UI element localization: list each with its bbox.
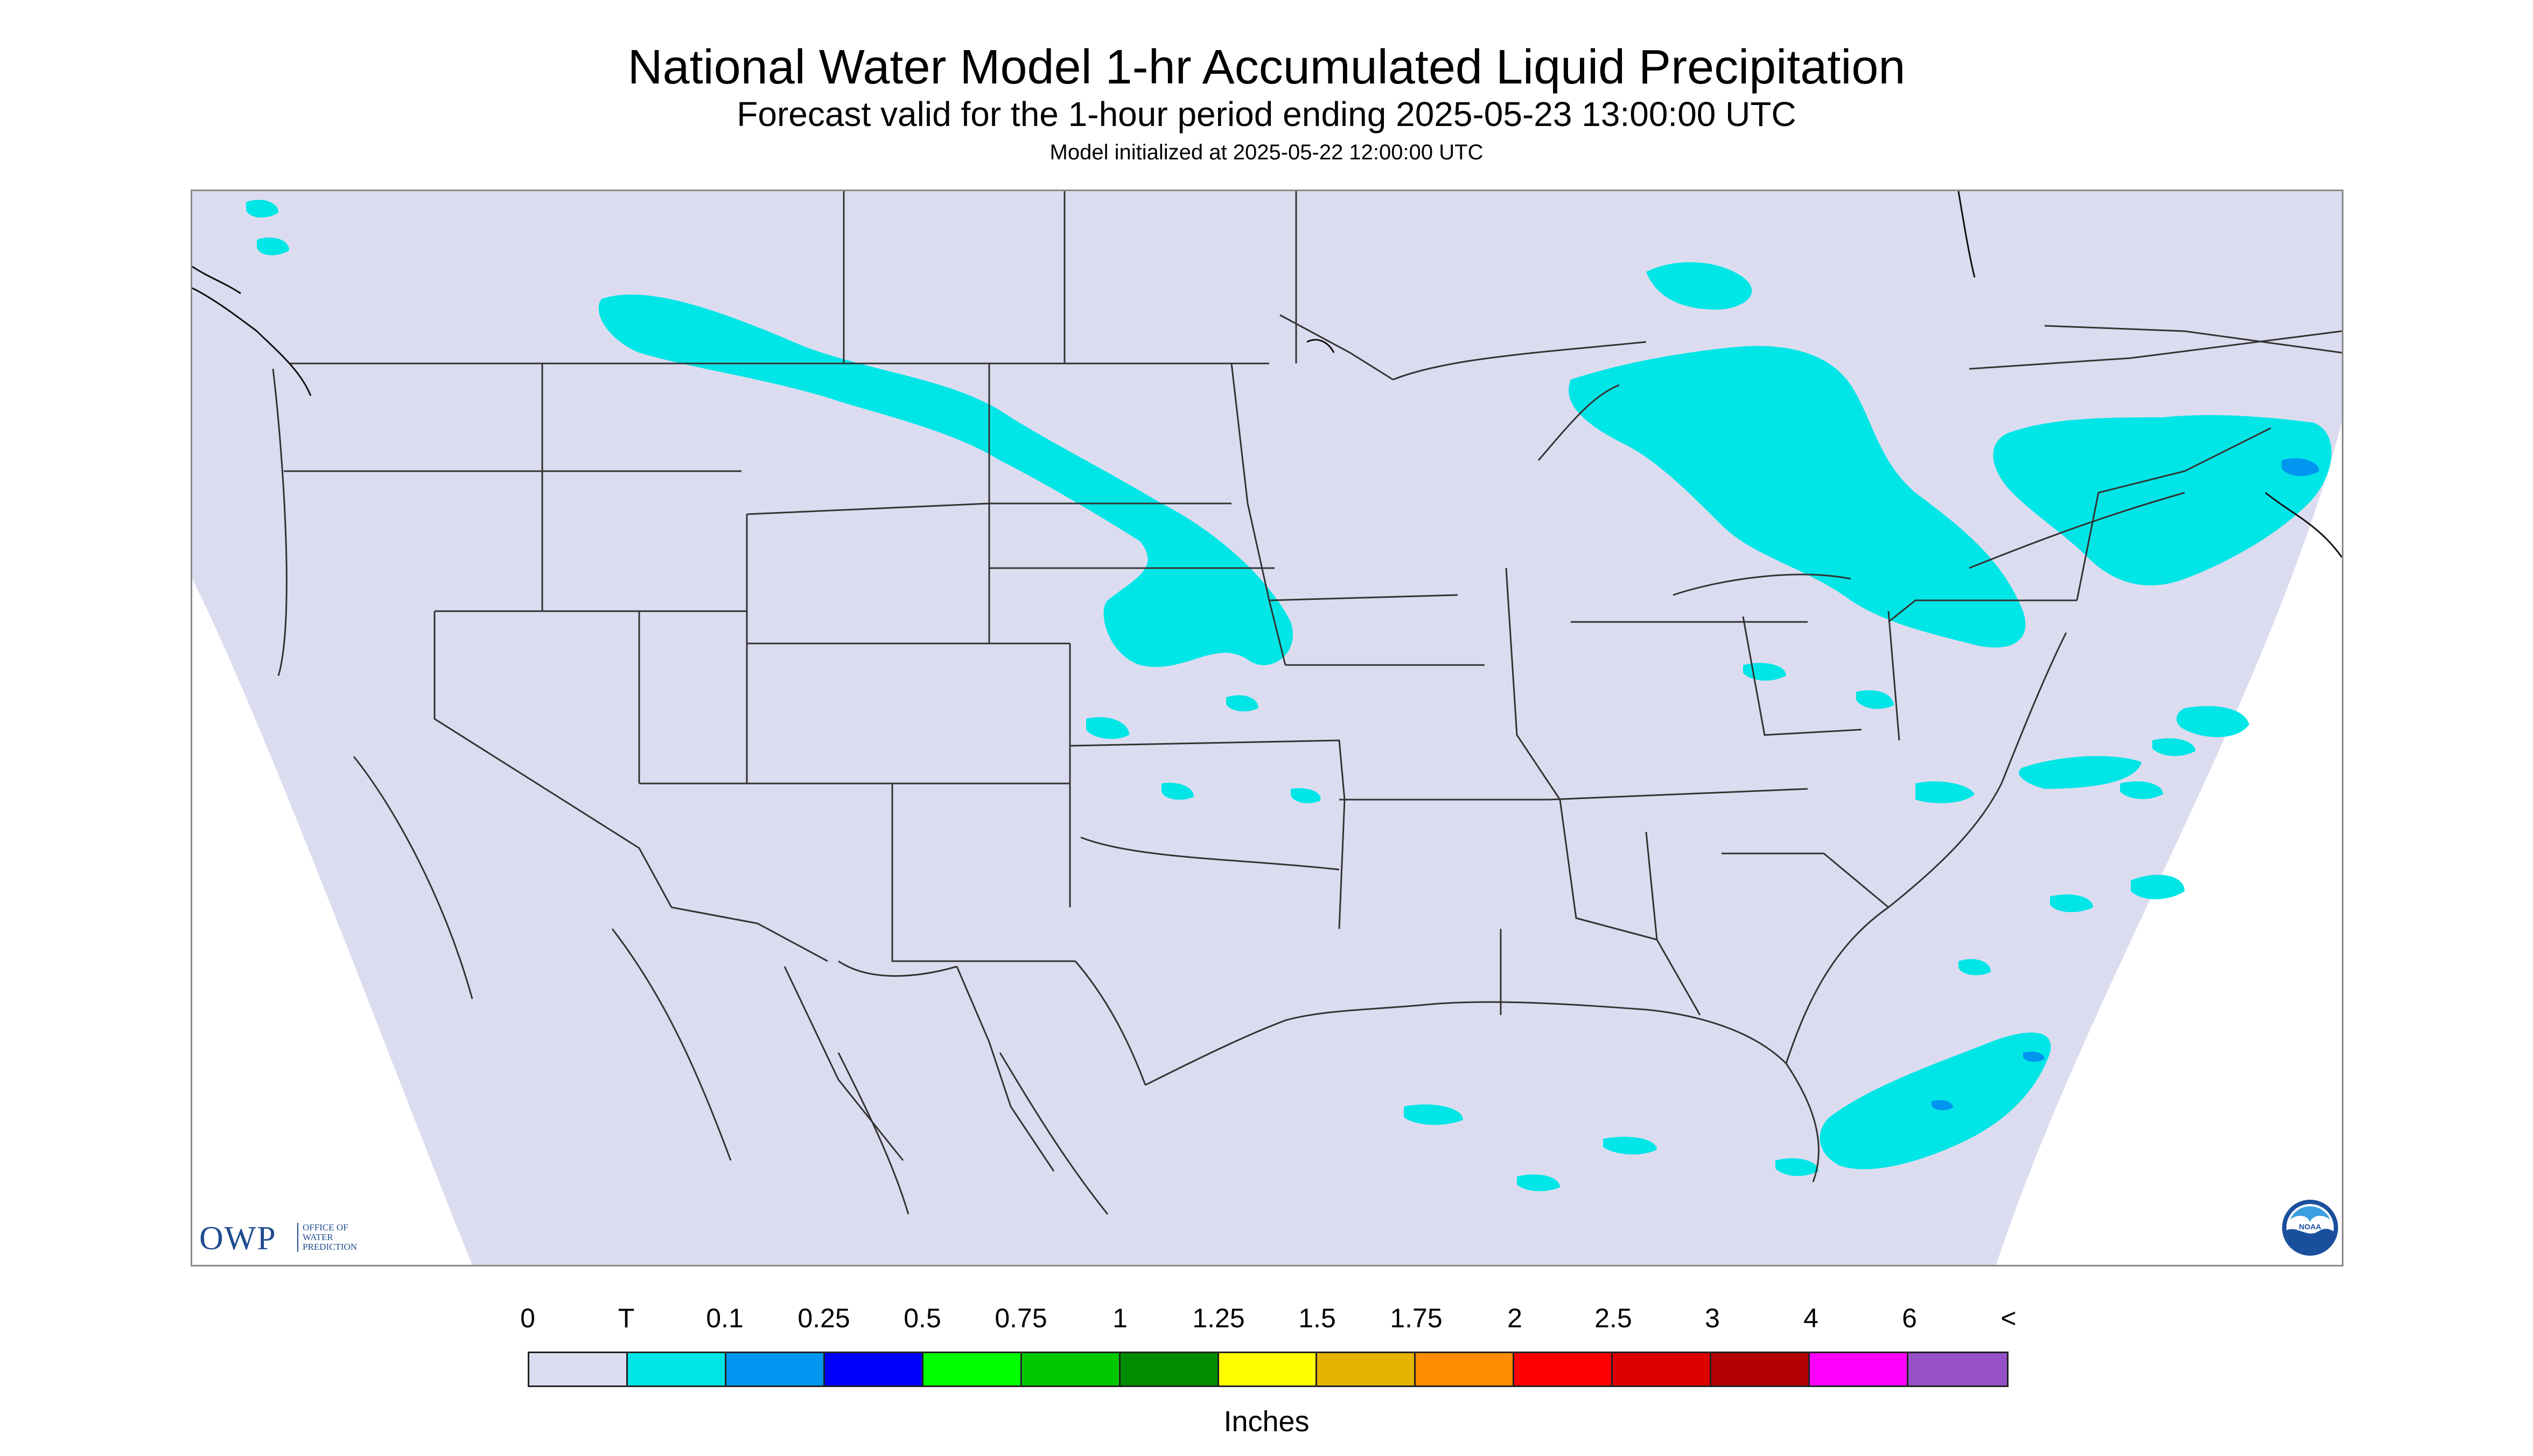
coastlines	[192, 191, 2342, 558]
legend-label: 0.75	[995, 1303, 1047, 1333]
legend-color-cell	[1416, 1353, 1515, 1385]
legend-label: 1.75	[1390, 1303, 1443, 1333]
legend-label: 0.25	[797, 1303, 850, 1333]
legend-label: 0.5	[904, 1303, 941, 1333]
precipitation-map	[191, 190, 2343, 1266]
legend-color-cell	[1021, 1353, 1121, 1385]
map-canvas	[192, 191, 2342, 1265]
owp-line: OFFICE OF	[303, 1222, 348, 1233]
owp-logo: OWP OFFICE OF WATER PREDICTION	[199, 1220, 377, 1257]
legend-color-cell	[1219, 1353, 1318, 1385]
map-title: National Water Model 1-hr Accumulated Li…	[627, 40, 1906, 94]
legend-color-cell	[923, 1353, 1022, 1385]
legend-units: Inches	[1223, 1405, 1310, 1438]
legend-color-cell	[1120, 1353, 1219, 1385]
owp-logo-subtext: OFFICE OF WATER PREDICTION	[297, 1223, 357, 1252]
legend-color-cell	[1317, 1353, 1416, 1385]
legend-color-cell	[1613, 1353, 1712, 1385]
legend-color-cell	[1514, 1353, 1613, 1385]
legend-color-cell	[824, 1353, 923, 1385]
owp-line: PREDICTION	[303, 1242, 358, 1252]
legend-colorbar	[528, 1352, 2009, 1387]
legend-label: 2	[1507, 1303, 1522, 1333]
legend-label: 1.5	[1298, 1303, 1336, 1333]
legend-color-cell	[726, 1353, 825, 1385]
legend-label: 1.25	[1192, 1303, 1245, 1333]
legend-color-cell	[1711, 1353, 1810, 1385]
political-boundaries	[272, 191, 2342, 1215]
owp-logo-text: OWP	[199, 1220, 277, 1257]
legend-color-cell	[1810, 1353, 1909, 1385]
legend-label: <	[2000, 1303, 2017, 1333]
noaa-logo-text: NOAA	[2299, 1222, 2321, 1231]
precip-heavier-spots	[1932, 458, 2319, 1110]
legend-label: 0	[520, 1303, 535, 1333]
legend-label: 3	[1705, 1303, 1720, 1333]
legend-label: 6	[1902, 1303, 1917, 1333]
legend-label: 2.5	[1594, 1303, 1632, 1333]
model-domain	[192, 191, 2342, 1265]
legend-label: T	[618, 1303, 635, 1333]
legend-label: 0.1	[706, 1303, 744, 1333]
legend-color-cell	[627, 1353, 726, 1385]
legend-label: 1	[1112, 1303, 1128, 1333]
legend-color-cell	[1908, 1353, 2007, 1385]
legend-color-cell	[529, 1353, 628, 1385]
model-init-text: Model initialized at 2025-05-22 12:00:00…	[1049, 141, 1484, 164]
forecast-valid-subtitle: Forecast valid for the 1-hour period end…	[737, 95, 1796, 134]
noaa-logo: NOAA	[2282, 1200, 2338, 1256]
legend-label: 4	[1803, 1303, 1818, 1333]
owp-line: WATER	[303, 1232, 333, 1242]
